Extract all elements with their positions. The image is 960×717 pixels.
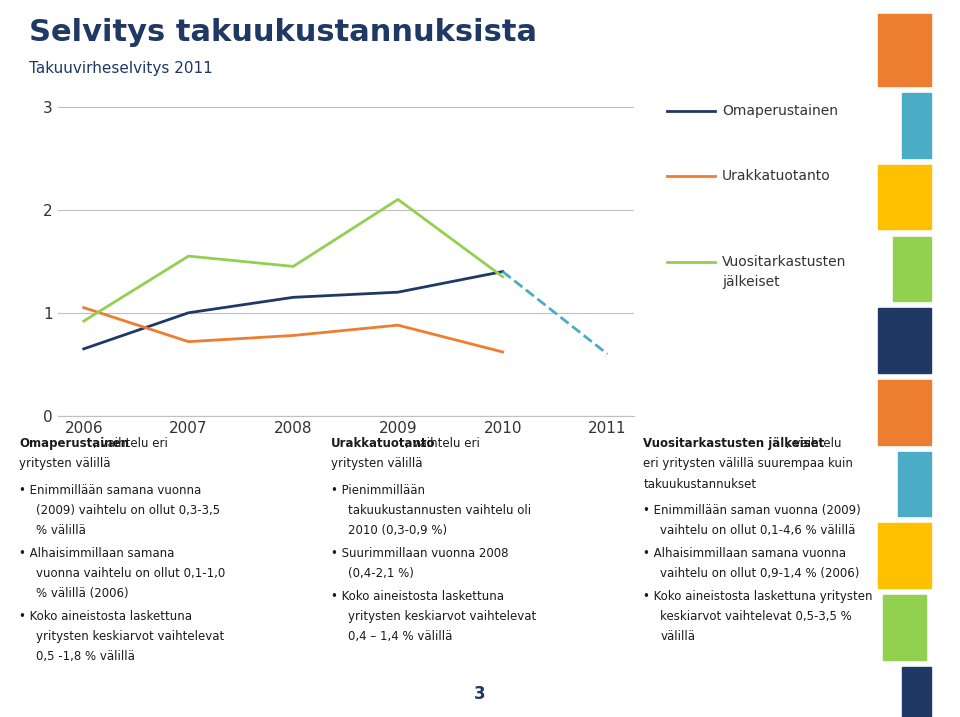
Text: vuonna vaihtelu on ollut 0,1-1,0: vuonna vaihtelu on ollut 0,1-1,0: [36, 567, 226, 580]
Text: Vuositarkastusten jälkeiset: Vuositarkastusten jälkeiset: [643, 437, 825, 450]
Text: jälkeiset: jälkeiset: [722, 275, 780, 289]
Text: eri yritysten välillä suurempaa kuin: eri yritysten välillä suurempaa kuin: [643, 457, 853, 470]
Text: vaihtelu on ollut 0,9-1,4 % (2006): vaihtelu on ollut 0,9-1,4 % (2006): [660, 567, 860, 580]
Text: Urakkatuotanto: Urakkatuotanto: [722, 168, 830, 183]
Text: Selvitys takuukustannuksista: Selvitys takuukustannuksista: [29, 18, 537, 47]
Text: Omaperustainen: Omaperustainen: [722, 104, 838, 118]
Text: (0,4-2,1 %): (0,4-2,1 %): [348, 567, 415, 580]
Text: yritysten välillä: yritysten välillä: [19, 457, 110, 470]
Text: • Pienimmillään: • Pienimmillään: [331, 483, 425, 497]
Text: • Koko aineistosta laskettuna: • Koko aineistosta laskettuna: [331, 590, 504, 603]
Text: • Enimmillään samana vuonna: • Enimmillään samana vuonna: [19, 483, 202, 497]
Text: • Koko aineistosta laskettuna: • Koko aineistosta laskettuna: [19, 610, 192, 623]
Text: • Alhaisimmillaan samana: • Alhaisimmillaan samana: [19, 547, 175, 560]
Text: • Enimmillään saman vuonna (2009): • Enimmillään saman vuonna (2009): [643, 503, 861, 517]
Text: , vaihtelu: , vaihtelu: [785, 437, 841, 450]
Text: Takuuvirheselvitys 2011: Takuuvirheselvitys 2011: [29, 61, 212, 76]
Text: vaihtelu on ollut 0,1-4,6 % välillä: vaihtelu on ollut 0,1-4,6 % välillä: [660, 523, 856, 537]
Text: Vuositarkastusten: Vuositarkastusten: [722, 255, 847, 269]
Text: Urakkatuotanto: Urakkatuotanto: [331, 437, 436, 450]
Text: , vaihtelu eri: , vaihtelu eri: [93, 437, 168, 450]
Text: (2009) vaihtelu on ollut 0,3-3,5: (2009) vaihtelu on ollut 0,3-3,5: [36, 503, 221, 517]
Text: takuukustannusten vaihtelu oli: takuukustannusten vaihtelu oli: [348, 503, 532, 517]
Text: % välillä: % välillä: [36, 523, 86, 537]
Text: takuukustannukset: takuukustannukset: [643, 478, 756, 490]
Text: yritysten keskiarvot vaihtelevat: yritysten keskiarvot vaihtelevat: [36, 630, 225, 643]
Text: • Suurimmillaan vuonna 2008: • Suurimmillaan vuonna 2008: [331, 547, 509, 560]
Text: % välillä (2006): % välillä (2006): [36, 587, 129, 600]
Text: yritysten keskiarvot vaihtelevat: yritysten keskiarvot vaihtelevat: [348, 610, 537, 623]
Text: • Koko aineistosta laskettuna yritysten: • Koko aineistosta laskettuna yritysten: [643, 590, 873, 603]
Text: välillä: välillä: [660, 630, 695, 643]
Text: • Alhaisimmillaan samana vuonna: • Alhaisimmillaan samana vuonna: [643, 547, 846, 560]
Text: 2010 (0,3-0,9 %): 2010 (0,3-0,9 %): [348, 523, 447, 537]
Text: , vaihtelu eri: , vaihtelu eri: [405, 437, 480, 450]
Text: 0,5 -1,8 % välillä: 0,5 -1,8 % välillä: [36, 650, 135, 663]
Text: 3: 3: [474, 685, 486, 703]
Text: 0,4 – 1,4 % välillä: 0,4 – 1,4 % välillä: [348, 630, 453, 643]
Text: keskiarvot vaihtelevat 0,5-3,5 %: keskiarvot vaihtelevat 0,5-3,5 %: [660, 610, 852, 623]
Text: Omaperustainen: Omaperustainen: [19, 437, 130, 450]
Text: yritysten välillä: yritysten välillä: [331, 457, 422, 470]
